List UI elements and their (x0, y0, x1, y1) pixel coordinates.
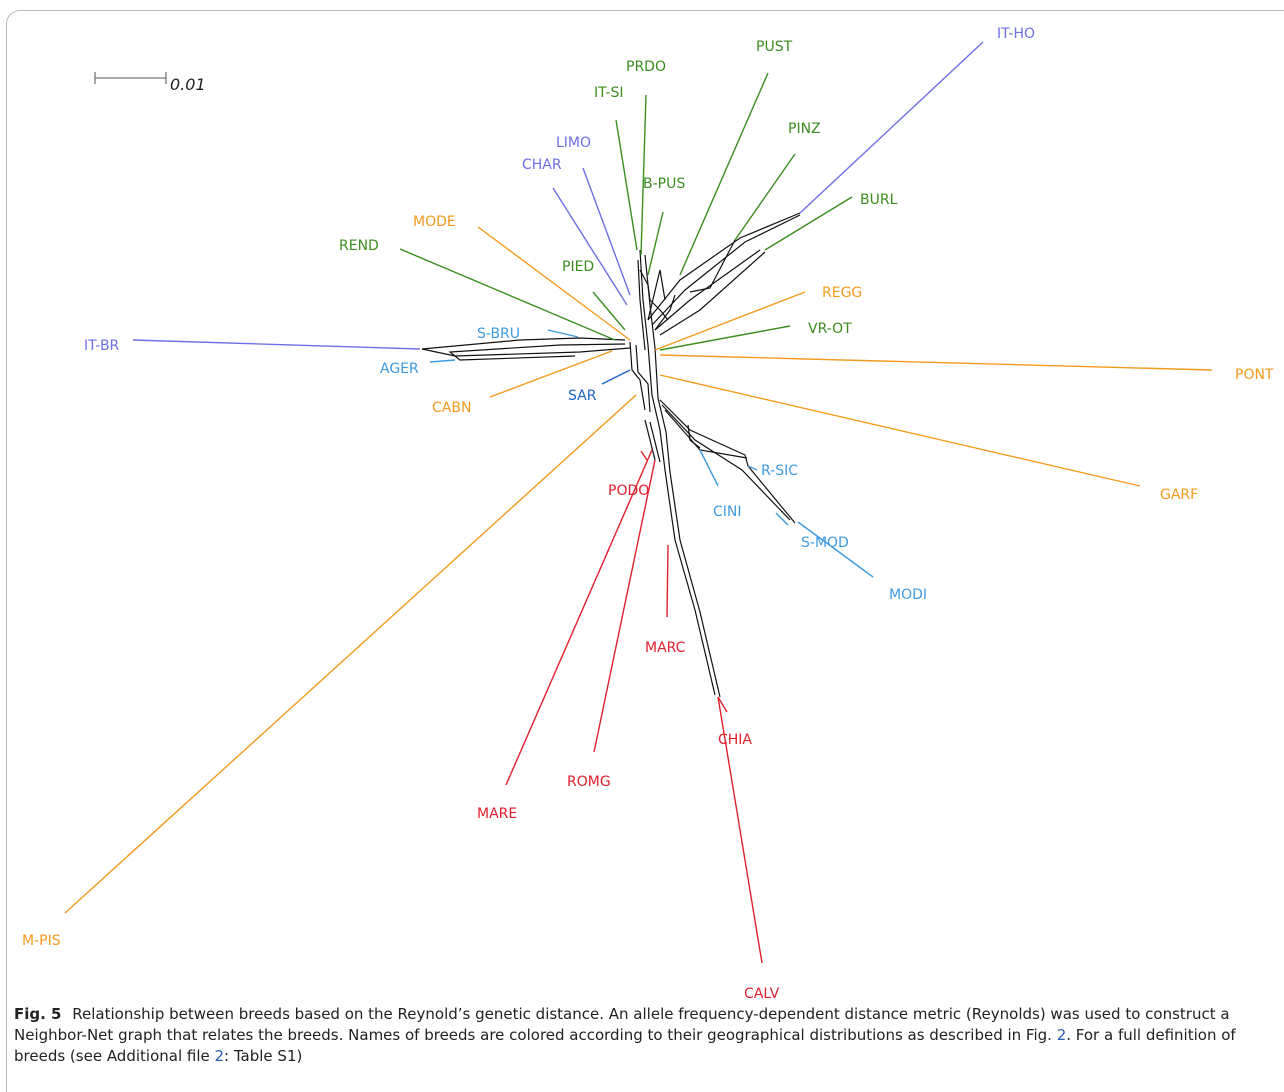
breed-branches (64, 41, 1213, 964)
figure-number: Fig. 5 (14, 1005, 62, 1023)
figure-reference-link[interactable]: 2 (1056, 1026, 1067, 1044)
branch-limo (582, 167, 631, 296)
branch-m-pis (64, 394, 637, 914)
branch-pust (679, 72, 769, 276)
network-split-18 (649, 421, 661, 463)
breed-label-burl: BURL (860, 192, 898, 208)
network-split-3 (637, 259, 646, 351)
branch-pied (592, 291, 626, 331)
branch-mare (505, 449, 653, 786)
network-split-5 (651, 214, 801, 326)
branch-it-ho (799, 41, 984, 214)
figure-frame (6, 10, 1284, 1092)
breed-label-ager: AGER (380, 361, 419, 377)
branch-s-mod (775, 512, 789, 526)
network-split-10 (448, 343, 626, 361)
breed-label-it-si: IT-SI (594, 85, 623, 101)
network-split-7 (659, 251, 766, 336)
breed-label-pied: PIED (562, 259, 594, 275)
breed-label-b-pus: B-PUS (643, 176, 685, 192)
breed-label-r-sic: R-SIC (761, 463, 798, 479)
branch-cini (699, 449, 719, 487)
branch-modi (797, 521, 874, 578)
branch-ager (429, 359, 456, 363)
network-split-1 (639, 249, 716, 696)
branch-podo (640, 450, 648, 461)
breed-label-calv: CALV (744, 986, 780, 1000)
network-split-13 (659, 399, 796, 524)
breed-label-s-bru: S-BRU (477, 326, 520, 342)
caption-text-3: : Table S1) (224, 1047, 303, 1065)
network-core (421, 212, 801, 698)
network-split-8 (647, 269, 666, 321)
branch-s-bru (547, 329, 579, 338)
branch-marc (666, 544, 669, 618)
breed-label-vr-ot: VR-OT (808, 321, 852, 337)
branch-pont (659, 354, 1213, 371)
breed-label-pinz: PINZ (788, 121, 821, 137)
breed-label-it-br: IT-BR (84, 338, 120, 354)
breed-label-pust: PUST (756, 39, 793, 55)
breed-label-cabn: CABN (432, 400, 471, 416)
branch-r-sic (747, 465, 758, 471)
caption-text-1: Relationship between breeds based on the… (14, 1005, 1230, 1044)
branch-b-pus (647, 211, 664, 276)
network-split-2 (644, 254, 721, 698)
network-split-16 (687, 424, 701, 449)
network-split-6 (654, 249, 761, 331)
breed-label-rend: REND (339, 238, 379, 254)
network-split-21 (689, 239, 736, 293)
branch-pinz (734, 153, 796, 241)
scale-bar: 0.01 (94, 72, 206, 94)
network-split-14 (661, 404, 791, 521)
branch-cabn (489, 350, 613, 398)
breed-label-s-mod: S-MOD (801, 535, 849, 551)
breed-label-modi: MODI (889, 587, 927, 603)
branch-it-si (615, 119, 638, 251)
network-split-17 (644, 419, 656, 461)
branch-char (552, 187, 628, 306)
breed-label-mode: MODE (413, 214, 456, 230)
branch-sar (601, 369, 631, 385)
branch-calv (717, 696, 763, 964)
branch-garf (659, 374, 1141, 487)
breed-label-limo: LIMO (556, 135, 591, 151)
breed-label-it-ho: IT-HO (997, 26, 1035, 42)
network-split-20 (654, 294, 676, 331)
caption-text-2: . For a full definition of breeds (see A… (14, 1026, 1236, 1065)
branch-rend (399, 248, 616, 341)
breed-label-char: CHAR (522, 157, 562, 173)
breed-label-podo: PODO (608, 483, 649, 499)
branch-romg (593, 459, 656, 753)
breed-label-m-pis: M-PIS (22, 933, 61, 949)
branch-chia (717, 696, 728, 713)
network-split-4 (647, 212, 801, 321)
breed-label-regg: REGG (822, 285, 862, 301)
scale-bar-label: 0.01 (170, 75, 206, 94)
network-split-11 (629, 341, 646, 411)
figure-caption: Fig. 5 Relationship between breeds based… (14, 1004, 1276, 1067)
breed-label-garf: GARF (1160, 487, 1198, 503)
network-split-12 (635, 344, 651, 413)
network-split-19 (639, 269, 669, 321)
breed-label-marc: MARC (645, 640, 686, 656)
breed-label-cini: CINI (713, 504, 742, 520)
branch-prdo (640, 94, 647, 256)
branch-regg (654, 291, 806, 351)
breed-label-chia: CHIA (718, 732, 752, 748)
breed-label-romg: ROMG (567, 774, 611, 790)
breed-label-pont: PONT (1235, 367, 1274, 383)
network-split-9 (421, 337, 631, 357)
branch-it-br (132, 339, 421, 350)
breed-label-prdo: PRDO (626, 59, 666, 75)
breed-label-mare: MARE (477, 806, 517, 822)
breed-label-sar: SAR (568, 388, 597, 404)
branch-mode (477, 226, 631, 341)
branch-vr-ot (659, 325, 791, 351)
additional-file-link[interactable]: 2 (214, 1047, 225, 1065)
branch-burl (764, 196, 853, 251)
